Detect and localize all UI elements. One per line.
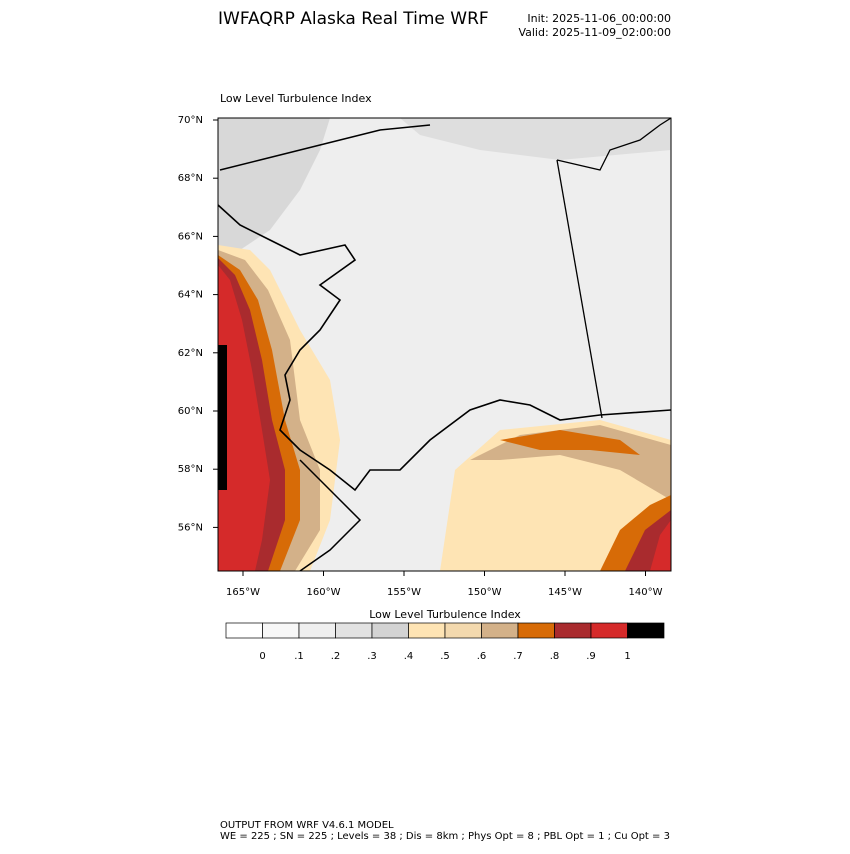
footer-line: WE = 225 ; SN = 225 ; Levels = 38 ; Dis … [220, 831, 670, 842]
lon-label: 150°W [468, 587, 502, 598]
footer-line: OUTPUT FROM WRF V4.6.1 MODEL [220, 820, 394, 831]
field-red [218, 265, 270, 571]
lat-label: 58°N [178, 464, 203, 475]
coastline [218, 204, 671, 492]
coastline [219, 124, 431, 171]
colorbar-box [408, 622, 446, 639]
colorbar-label: .7 [513, 651, 523, 662]
lon-label: 160°W [307, 587, 341, 598]
map-title: Low Level Turbulence Index [220, 92, 372, 105]
colorbar-box [554, 622, 592, 639]
colorbar-label: .5 [440, 651, 450, 662]
field-gray [400, 118, 671, 160]
colorbar-label: .3 [367, 651, 377, 662]
colorbar-label: 0 [259, 651, 265, 662]
colorbar-box [517, 622, 555, 639]
lon-label: 155°W [387, 587, 421, 598]
colorbar-label: .1 [294, 651, 304, 662]
init-time: Init: 2025-11-06_00:00:00 [527, 12, 671, 25]
field-red [650, 520, 671, 571]
field-gray [218, 118, 330, 255]
border [556, 159, 603, 419]
lon-label: 145°W [548, 587, 582, 598]
title: IWFAQRP Alaska Real Time WRF [218, 9, 489, 29]
colorbar-box [371, 622, 409, 639]
field [218, 118, 671, 571]
colorbar-label: .9 [586, 651, 596, 662]
colorbar-label: .2 [331, 651, 341, 662]
colorbar-label: .6 [477, 651, 487, 662]
field-orange [500, 430, 640, 455]
lon-label: 165°W [226, 587, 260, 598]
colorbar-box [481, 622, 519, 639]
lat-label: 66°N [178, 231, 203, 242]
colorbar-box [335, 622, 373, 639]
colorbar-label: .4 [404, 651, 414, 662]
colorbar-title: Low Level Turbulence Index [369, 608, 521, 621]
colorbar-box [262, 622, 300, 639]
colorbar-label: .8 [550, 651, 560, 662]
lat-label: 64°N [178, 290, 203, 301]
coastline [556, 118, 671, 171]
colorbar-box [298, 622, 336, 639]
colorbar-box [444, 622, 482, 639]
dynamic: 70°N 68°N 66°N 64°N 62°N 60°N 58°N 56°N 165°W 160… [178, 115, 665, 662]
colorbar-label: 1 [624, 651, 630, 662]
colorbar-box [225, 622, 263, 639]
colorbar-box [590, 622, 628, 639]
field-black [218, 345, 227, 490]
lon-label: 140°W [629, 587, 663, 598]
lat-label: 62°N [178, 348, 203, 359]
valid-time: Valid: 2025-11-09_02:00:00 [518, 26, 671, 39]
lat-label: 60°N [178, 406, 203, 417]
lat-label: 56°N [178, 522, 203, 533]
colorbar-box [627, 622, 665, 639]
coastline [299, 459, 362, 571]
lat-label: 68°N [178, 173, 203, 184]
lat-label: 70°N [178, 115, 203, 126]
map-frame [217, 117, 672, 572]
